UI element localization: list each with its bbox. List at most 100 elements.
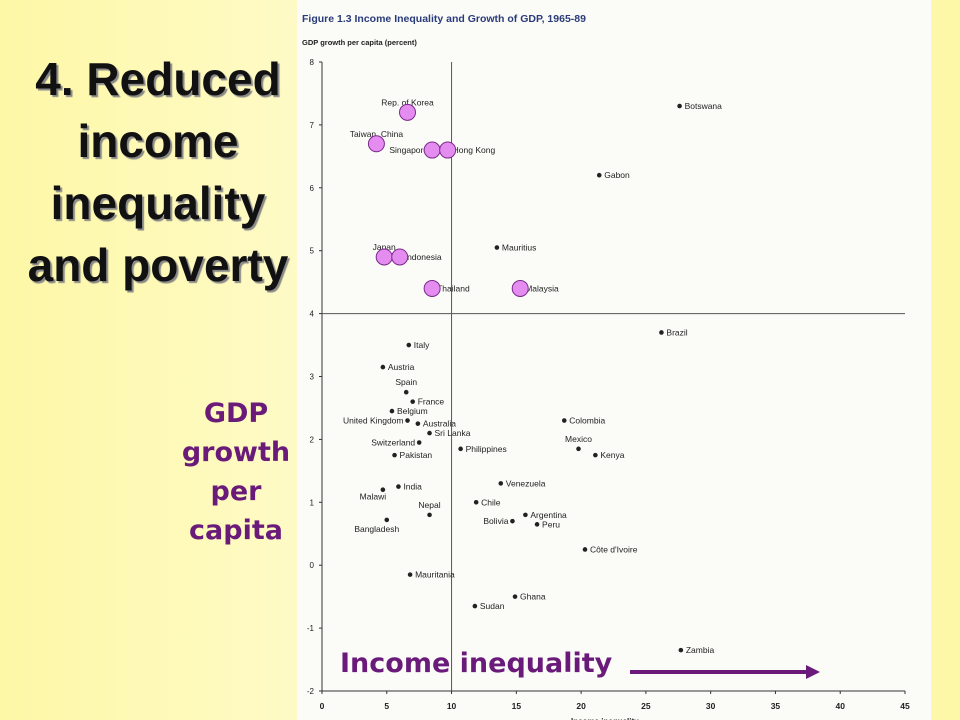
data-point bbox=[523, 512, 528, 518]
data-point bbox=[494, 245, 500, 250]
data-point bbox=[473, 500, 479, 505]
data-point-highlighted bbox=[399, 103, 417, 121]
point-label: Thailand bbox=[437, 283, 470, 293]
point-label: Hong Kong bbox=[453, 145, 496, 155]
point-label: Singapore bbox=[389, 145, 428, 155]
data-point bbox=[403, 389, 409, 395]
point-label: Côte d'Ivoire bbox=[590, 544, 638, 554]
point-label: Mauritius bbox=[502, 243, 536, 253]
point-label: Gabon bbox=[604, 170, 630, 180]
point-label: Kenya bbox=[600, 450, 624, 460]
y-tick-label: 6 bbox=[310, 184, 315, 193]
y-tick-label: 2 bbox=[310, 435, 315, 444]
data-point bbox=[384, 517, 390, 523]
y-tick-label: 3 bbox=[310, 373, 315, 382]
chart-title: Figure 1.3 Income Inequality and Growth … bbox=[302, 13, 586, 25]
point-label: Australia bbox=[423, 419, 456, 429]
data-point bbox=[380, 487, 386, 493]
y-tick-label: 5 bbox=[310, 247, 315, 256]
x-tick-label: 5 bbox=[384, 701, 389, 711]
point-label: Taiwan, China bbox=[350, 129, 404, 139]
point-label: Italy bbox=[414, 340, 430, 350]
caption-line-3: per bbox=[210, 476, 262, 507]
point-label: Spain bbox=[395, 377, 417, 387]
y-axis-label: GDP growth per capita (percent) bbox=[302, 38, 417, 47]
x-tick-label: 40 bbox=[835, 701, 845, 711]
y-tick-label: 0 bbox=[310, 561, 315, 570]
data-point bbox=[498, 481, 504, 486]
title-line-3: inequality bbox=[50, 177, 266, 229]
data-point-highlighted bbox=[511, 279, 529, 297]
data-point bbox=[407, 572, 413, 577]
data-point-highlighted bbox=[439, 141, 457, 159]
data-point bbox=[405, 418, 410, 423]
point-label: Bangladesh bbox=[354, 524, 399, 534]
data-point-highlighted bbox=[391, 248, 409, 266]
point-label: Botswana bbox=[685, 101, 723, 111]
x-tick-label: 45 bbox=[900, 701, 910, 711]
data-point bbox=[458, 446, 463, 452]
point-label: Chile bbox=[481, 497, 501, 507]
point-label: Belgium bbox=[397, 406, 428, 416]
title-line-2: income bbox=[77, 115, 239, 167]
data-point bbox=[534, 522, 540, 527]
data-point bbox=[512, 594, 518, 599]
data-point bbox=[582, 547, 588, 552]
point-label: India bbox=[403, 482, 422, 492]
point-label: Philippines bbox=[466, 444, 507, 454]
point-label: Peru bbox=[542, 519, 560, 529]
point-label: Pakistan bbox=[400, 450, 433, 460]
data-point-highlighted bbox=[423, 279, 441, 297]
y-axis-caption: GDP growth per capita bbox=[172, 394, 300, 550]
point-label: Rep. of Korea bbox=[381, 97, 434, 107]
y-tick-label: 1 bbox=[310, 498, 315, 507]
data-point bbox=[427, 430, 432, 436]
point-label: Zambia bbox=[686, 645, 715, 655]
title-line-4: and poverty bbox=[27, 239, 289, 291]
y-tick-label: 8 bbox=[310, 58, 315, 67]
point-label: Mauritania bbox=[415, 570, 455, 580]
data-point-highlighted bbox=[367, 135, 385, 153]
point-label: Argentina bbox=[530, 510, 567, 520]
data-point bbox=[561, 418, 567, 423]
data-point bbox=[392, 452, 397, 458]
right-arrow-icon bbox=[630, 665, 820, 679]
x-tick-label: 10 bbox=[447, 701, 457, 711]
caption-line-2: growth bbox=[181, 437, 291, 468]
data-point bbox=[396, 484, 401, 489]
point-label: Sudan bbox=[480, 601, 505, 611]
caption-line-1: GDP bbox=[203, 398, 269, 429]
y-tick-label: 7 bbox=[310, 121, 315, 130]
data-point bbox=[596, 172, 602, 178]
data-point bbox=[677, 103, 682, 109]
data-point bbox=[410, 399, 415, 404]
point-label: Malaysia bbox=[525, 283, 559, 293]
point-label: Japan bbox=[373, 242, 396, 252]
point-label: Mexico bbox=[565, 434, 592, 444]
data-point bbox=[678, 647, 684, 653]
point-label: Ghana bbox=[520, 592, 546, 602]
scatter-figure: Figure 1.3 Income Inequality and Growth … bbox=[297, 0, 931, 720]
point-label: Colombia bbox=[569, 416, 605, 426]
x-axis-caption: Income inequality bbox=[340, 648, 613, 679]
y-tick-label: 4 bbox=[310, 310, 315, 319]
title-line-1: 4. Reduced bbox=[35, 53, 281, 105]
data-point bbox=[427, 512, 432, 518]
x-tick-label: 20 bbox=[576, 701, 586, 711]
point-label: Austria bbox=[388, 362, 415, 372]
data-point bbox=[380, 364, 386, 370]
data-point-highlighted bbox=[375, 248, 393, 266]
point-label: Sri Lanka bbox=[435, 428, 471, 438]
point-label: Brazil bbox=[666, 327, 687, 337]
point-label: Nepal bbox=[418, 500, 440, 510]
data-point bbox=[576, 446, 581, 452]
data-point bbox=[406, 342, 412, 348]
data-point bbox=[416, 440, 422, 445]
scatter-chart: Figure 1.3 Income Inequality and Growth … bbox=[302, 13, 910, 720]
point-label: United Kingdom bbox=[343, 416, 403, 426]
slide-title: 4. Reduced income inequality and poverty bbox=[8, 48, 308, 296]
x-tick-label: 30 bbox=[706, 701, 716, 711]
x-tick-label: 15 bbox=[512, 701, 522, 711]
point-label: France bbox=[418, 397, 445, 407]
x-tick-label: 25 bbox=[641, 701, 651, 711]
